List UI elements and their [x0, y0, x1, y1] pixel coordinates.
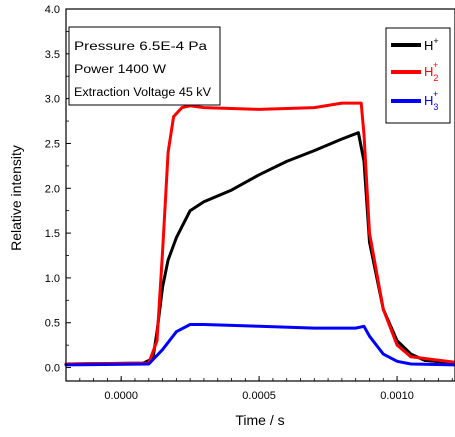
y-axis-ticks: 0.0 0.5 1.0 1.5 2.0 2.5 3.0 3.5 4.0 — [45, 4, 71, 375]
y-tick-label: 2.5 — [45, 138, 60, 150]
plot-frame — [65, 8, 455, 382]
y-tick-label: 1.5 — [45, 228, 60, 240]
series-lines — [64, 101, 455, 367]
legend-entry-h2: H2 + — [391, 60, 438, 83]
legend-entry-h: H+ — [391, 36, 439, 53]
y-tick-label: 0.5 — [45, 318, 60, 330]
y-tick-label: 0.0 — [45, 363, 60, 375]
x-tick-label: 0.0000 — [104, 390, 138, 402]
legend-label-h3: H3 + — [424, 89, 438, 112]
legend-label-h3-base: H — [424, 93, 433, 108]
y-tick-label: 2.0 — [45, 183, 60, 195]
series-line-h3 — [64, 323, 455, 367]
y-tick-label: 3.0 — [45, 94, 60, 106]
legend-label-h-sup: + — [433, 36, 438, 46]
series-line-h2 — [64, 101, 455, 366]
legend-label-h2-sup: + — [433, 60, 438, 70]
annotation-line-3: Extraction Voltage 45 kV — [74, 87, 211, 99]
x-tick-label: 0.0010 — [380, 390, 414, 402]
legend-frame — [385, 27, 451, 124]
legend-label-h2-base: H — [424, 64, 433, 79]
x-axis-ticks: 0.0000 0.0005 0.0010 — [79, 376, 453, 402]
x-tick-label: 0.0005 — [242, 390, 276, 402]
legend-label-h-base: H — [424, 38, 433, 53]
y-tick-label: 1.0 — [45, 273, 60, 285]
legend-entry-h3: H3 + — [391, 89, 438, 112]
y-tick-label: 3.5 — [45, 49, 60, 61]
annotation-line-1: Pressure 6.5E-4 Pa — [74, 41, 208, 53]
x-axis-label: Time / s — [235, 412, 284, 428]
legend-label-h: H+ — [424, 36, 439, 53]
y-tick-label: 4.0 — [45, 4, 60, 16]
y-axis-label: Relative intensity — [8, 145, 24, 251]
annotation-box: Pressure 6.5E-4 Pa Power 1400 W Extracti… — [68, 26, 221, 106]
legend: H+ H2+ H3+ — [385, 27, 451, 124]
legend-label-h2-sub: 2 — [433, 73, 438, 83]
annotation-frame — [68, 26, 221, 106]
legend-label-h3-sub: 3 — [433, 102, 438, 112]
legend-label-h3-sup: + — [433, 89, 438, 99]
legend-label-h2: H2 + — [424, 60, 438, 83]
annotation-line-2: Power 1400 W — [74, 64, 166, 76]
